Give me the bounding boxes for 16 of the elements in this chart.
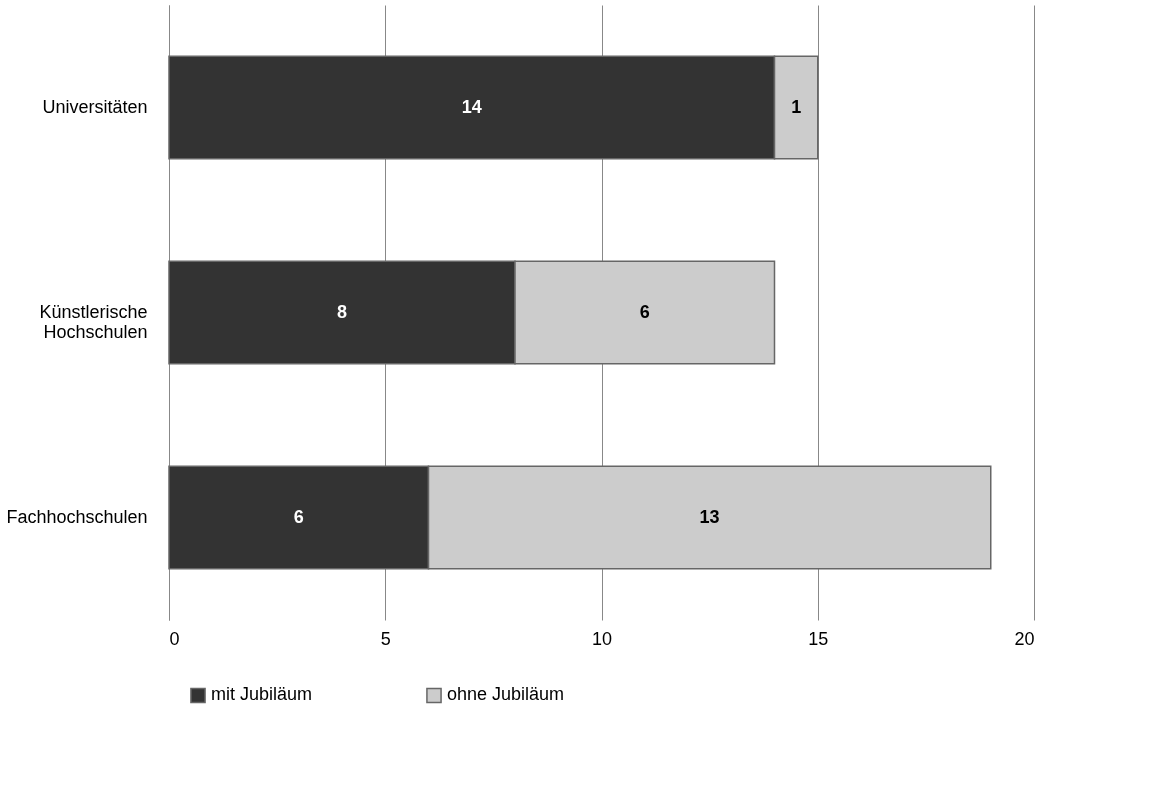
data-label: 8 (336, 301, 348, 322)
legend-label: ohne Jubiläum (447, 684, 565, 705)
data-label: 14 (461, 96, 482, 117)
x-tick-label: 20 (1014, 628, 1035, 649)
y-tick-label: Künstlerische Hochschulen (39, 301, 148, 342)
data-label: 6 (639, 301, 650, 322)
y-tick-label: Universitäten (42, 96, 148, 117)
data-label: 1 (791, 96, 802, 117)
x-tick-label: 0 (169, 628, 180, 649)
x-tick-label: 10 (591, 628, 613, 649)
x-tick-label: 5 (380, 628, 391, 649)
y-tick-label: Fachhochschulen (6, 506, 148, 527)
data-label: 13 (699, 506, 720, 527)
x-tick-label: 15 (808, 628, 829, 649)
data-label: 6 (293, 506, 304, 527)
legend-label: mit Jubiläum (211, 684, 313, 705)
